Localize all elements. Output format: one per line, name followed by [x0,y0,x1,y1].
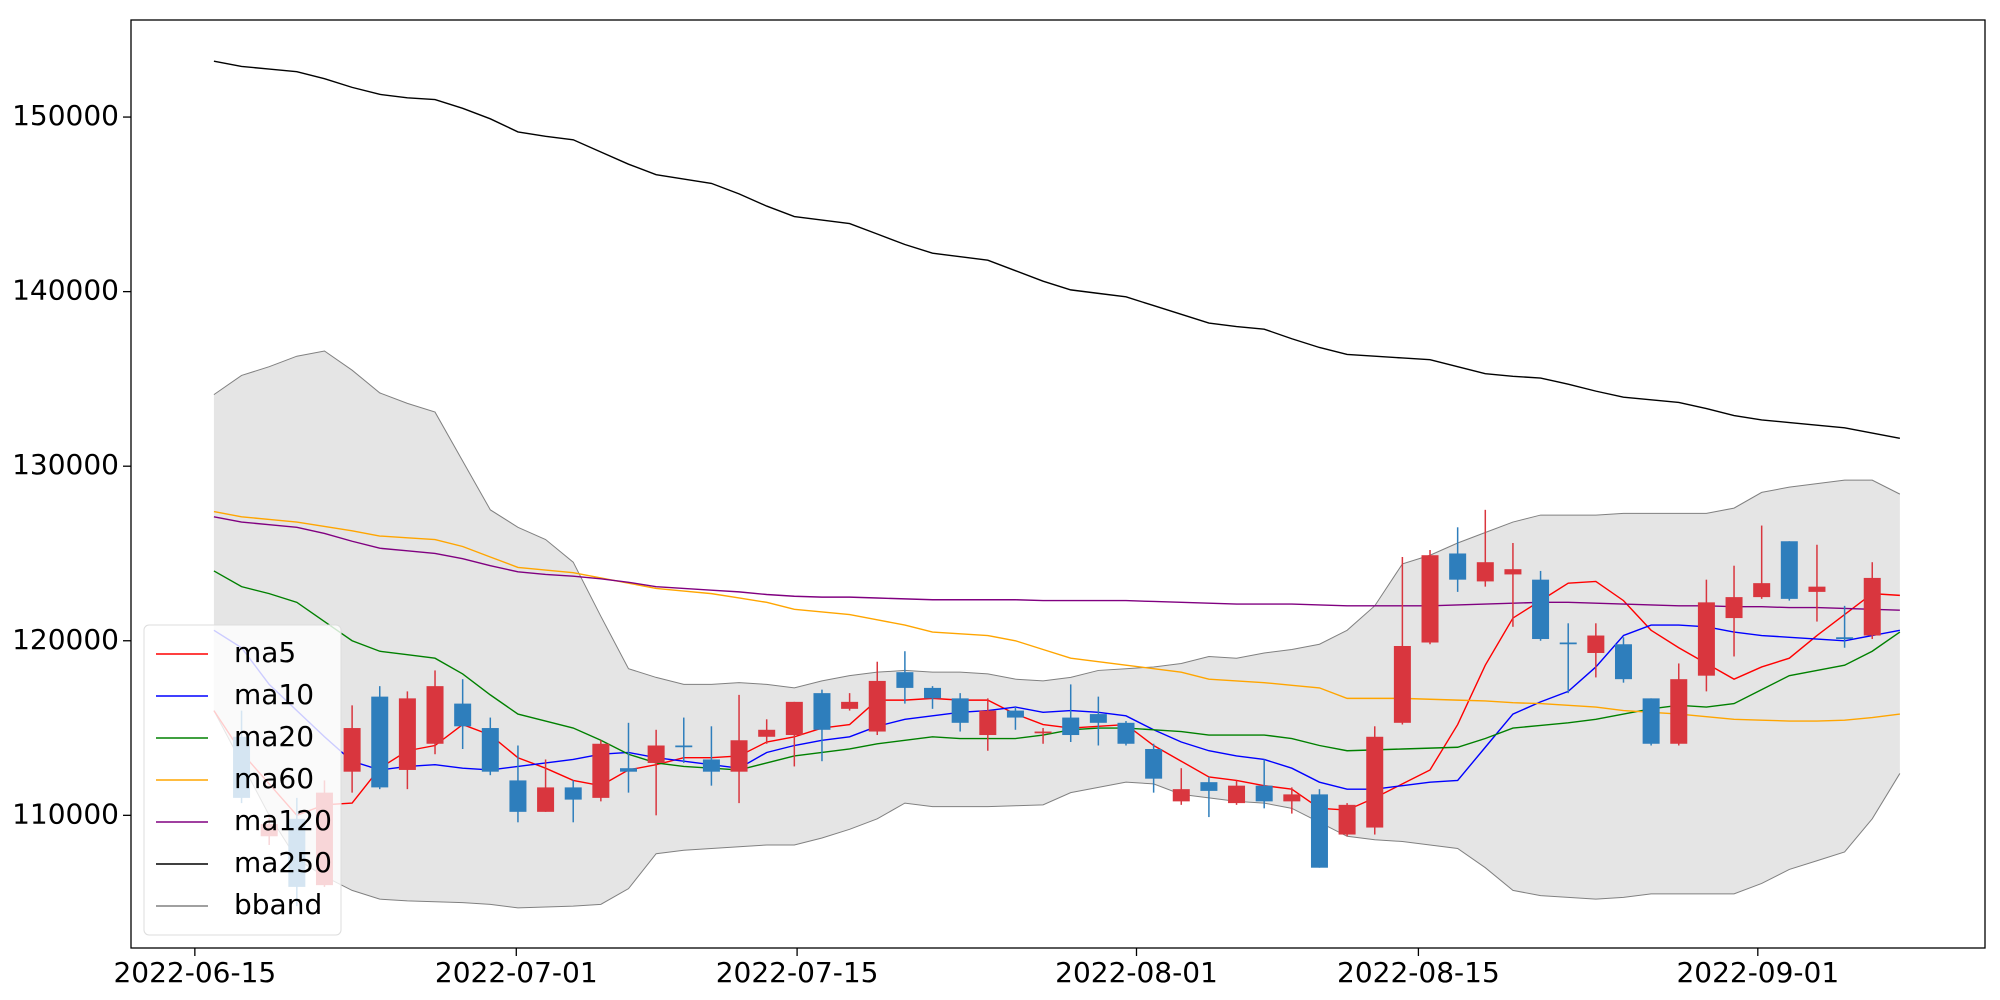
candle-body [1228,785,1246,804]
x-tick-label: 2022-08-01 [1055,956,1218,989]
candle-body [564,787,582,800]
candle-body [647,745,665,763]
candle-body [1393,645,1411,723]
candle-body [758,729,776,737]
candle-body [1172,789,1190,802]
candle-body [1504,569,1522,575]
legend-label: ma5 [234,636,296,669]
candle-body [924,687,942,699]
line-2 [213,570,1901,771]
candle-body [785,701,803,736]
legend: ma5 ma10 ma20 ma60 ma120 ma250 bband [143,624,342,936]
candle-body [343,728,361,772]
legend-label: ma10 [234,678,314,711]
candle-body [702,759,720,772]
candle-body [1200,782,1218,791]
candle-body [1836,637,1854,640]
legend-label: ma60 [234,762,314,795]
legend-label: ma120 [234,804,332,837]
y-tick-label: 130000 [12,448,119,481]
candle-body [1532,579,1550,640]
legend-label: ma250 [234,846,332,879]
candle-body [1642,698,1660,744]
candle-body [1006,710,1024,718]
candle-body [1062,717,1080,736]
y-tick-label: 120000 [12,623,119,656]
y-tick-label: 110000 [12,797,119,830]
x-tick-label: 2022-06-15 [113,956,276,989]
x-tick-label: 2022-08-15 [1337,956,1500,989]
candle-body [675,745,693,748]
legend-label: ma20 [234,720,314,753]
candle-body [1780,541,1798,599]
candle-body [619,768,637,772]
candle-body [1808,586,1826,592]
legend-label: bband [234,888,322,921]
candle-body [1089,714,1107,723]
candle-body [371,696,389,788]
candle-body [1255,785,1273,802]
candle-body [398,698,416,770]
candle-body [1559,642,1577,645]
candle-body [1753,583,1771,598]
candle-body [537,787,555,812]
candle-body [841,701,859,709]
y-tick-label: 150000 [12,99,119,132]
line-4 [213,516,1900,611]
candle-body [1283,794,1301,802]
band-upper [213,350,1901,689]
candle-body [1117,722,1135,744]
candle-body [1421,555,1439,643]
candle-body [481,728,499,772]
candle-body [426,686,444,744]
candle-body [951,698,969,723]
candle-body [509,780,527,812]
candle-body [813,693,831,730]
candle-body [1145,748,1163,779]
candle-body [1449,553,1467,580]
line-3 [213,510,1900,722]
candle-body [1338,804,1356,835]
plot-frame [130,19,1986,949]
candle-body [1863,577,1881,636]
candle-body [896,672,914,688]
candle-body [730,740,748,772]
x-tick-label: 2022-09-01 [1676,956,1839,989]
candle-body [1476,562,1494,582]
band-lower [213,710,1901,909]
candle-body [1697,602,1715,676]
candle-body [1034,731,1052,734]
candle-body [454,703,472,727]
candle-body [1587,635,1605,653]
candle-body [1614,644,1632,680]
candle-body [1670,679,1688,744]
candle-body [1366,736,1384,828]
candle-body [979,710,997,736]
candle-body [592,743,610,798]
candle-body [868,680,886,732]
x-tick-label: 2022-07-15 [716,956,879,989]
candle-body [1725,597,1743,619]
legend-box [143,624,342,936]
candle-body [1310,794,1328,868]
line-5 [213,60,1901,439]
y-tick-label: 140000 [12,274,119,307]
x-tick-label: 2022-07-01 [435,956,598,989]
